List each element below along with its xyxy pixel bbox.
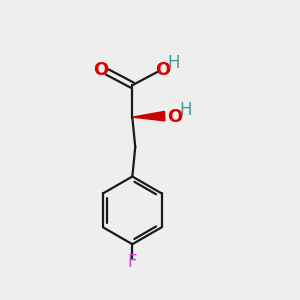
Polygon shape (132, 111, 165, 121)
Text: O: O (93, 61, 109, 79)
Text: O: O (156, 61, 171, 80)
Text: H: H (180, 101, 192, 119)
Text: H: H (168, 54, 180, 72)
Text: F: F (128, 254, 137, 272)
Text: O: O (167, 108, 182, 126)
